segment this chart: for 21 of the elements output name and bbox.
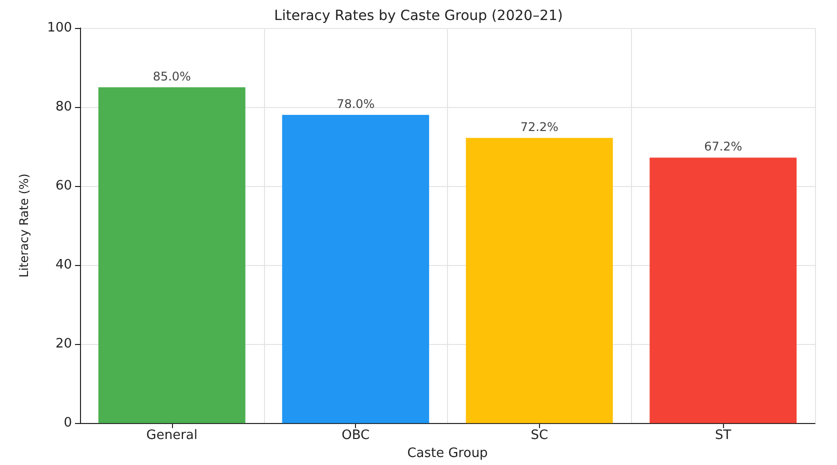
data-label: 85.0% — [152, 69, 191, 84]
y-axis-title: Literacy Rate (%) — [17, 174, 31, 278]
y-tick-label: 20 — [55, 336, 72, 352]
x-axis-title: Caste Group — [407, 446, 488, 461]
y-tick-label: 60 — [55, 178, 72, 194]
x-tick-label: ST — [715, 428, 732, 444]
y-tick-label: 100 — [47, 20, 72, 36]
y-tick-label: 0 — [64, 416, 72, 431]
y-tick-label: 40 — [55, 258, 72, 273]
bar — [98, 87, 246, 424]
data-label: 67.2% — [704, 140, 742, 154]
bar — [466, 138, 613, 424]
bar — [650, 158, 797, 424]
chart-title: Literacy Rates by Caste Group (2020–21) — [274, 8, 563, 24]
data-label: 72.2% — [520, 120, 558, 134]
y-tick-label: 80 — [55, 100, 72, 115]
data-label: 78.0% — [336, 96, 375, 111]
x-tick-label: SC — [530, 428, 548, 444]
x-tick-label: General — [146, 428, 198, 444]
x-tick-label: OBC — [342, 428, 370, 444]
bar — [282, 114, 430, 424]
